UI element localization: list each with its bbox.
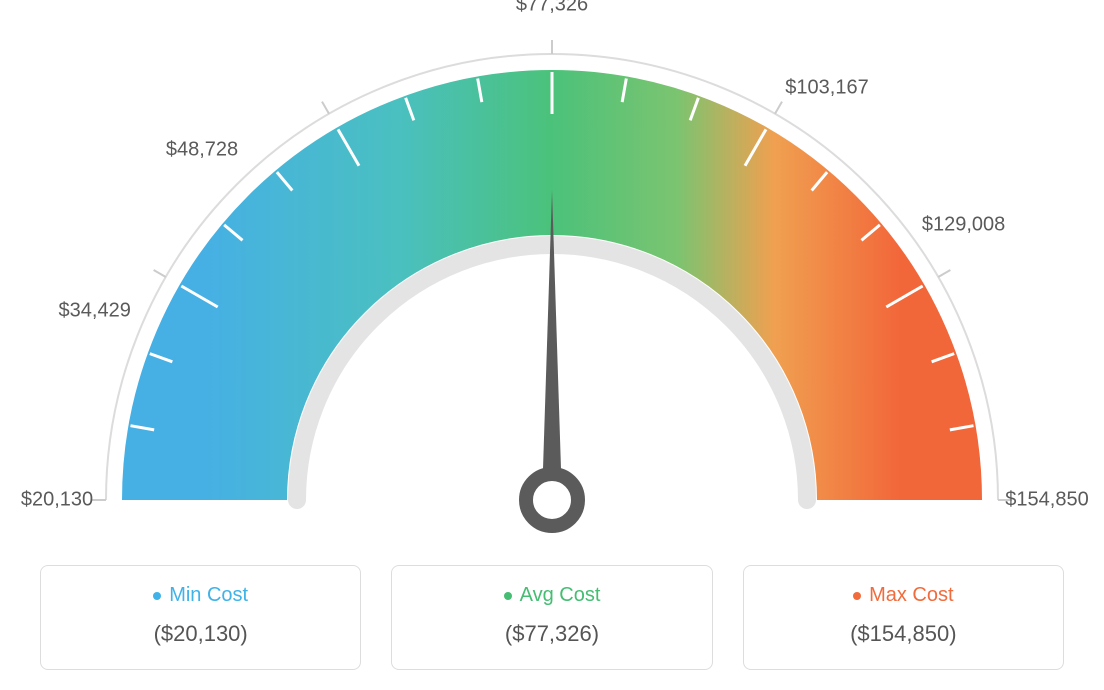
- summary-cards: Min Cost ($20,130) Avg Cost ($77,326) Ma…: [40, 565, 1064, 670]
- gauge-tick-label: $77,326: [516, 0, 588, 17]
- gauge-chart-container: $20,130 $34,429 $48,728 $77,326 $103,167 $129…: [0, 0, 1104, 690]
- max-cost-value: ($154,850): [754, 621, 1053, 647]
- gauge-tick-label: $48,728: [166, 138, 238, 161]
- min-cost-card: Min Cost ($20,130): [40, 565, 361, 670]
- gauge-tick-label: $20,130: [21, 489, 93, 512]
- avg-cost-title: Avg Cost: [520, 584, 601, 607]
- max-cost-title: Max Cost: [869, 584, 953, 607]
- max-cost-title-row: Max Cost: [754, 584, 1053, 607]
- gauge-svg: [0, 0, 1104, 560]
- gauge-tick-label: $129,008: [922, 213, 1005, 236]
- max-cost-card: Max Cost ($154,850): [743, 565, 1064, 670]
- min-cost-title: Min Cost: [169, 584, 248, 607]
- avg-cost-dot-icon: [504, 592, 512, 600]
- max-cost-dot-icon: [853, 592, 861, 600]
- gauge-tick-label: $34,429: [59, 299, 131, 322]
- min-cost-dot-icon: [153, 592, 161, 600]
- avg-cost-value: ($77,326): [402, 621, 701, 647]
- avg-cost-title-row: Avg Cost: [402, 584, 701, 607]
- avg-cost-card: Avg Cost ($77,326): [391, 565, 712, 670]
- gauge-tick-label: $103,167: [785, 77, 868, 100]
- min-cost-value: ($20,130): [51, 621, 350, 647]
- min-cost-title-row: Min Cost: [51, 584, 350, 607]
- gauge-tick-label: $154,850: [1005, 489, 1088, 512]
